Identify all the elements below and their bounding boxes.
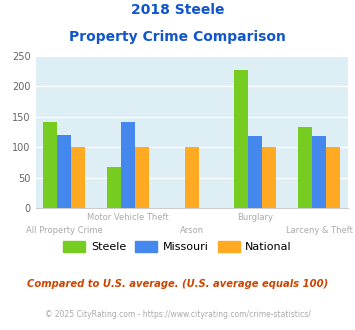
Text: Motor Vehicle Theft: Motor Vehicle Theft: [87, 213, 169, 222]
Legend: Steele, Missouri, National: Steele, Missouri, National: [59, 237, 296, 256]
Text: © 2025 CityRating.com - https://www.cityrating.com/crime-statistics/: © 2025 CityRating.com - https://www.city…: [45, 310, 310, 319]
Bar: [312, 136, 326, 208]
Text: 2018 Steele: 2018 Steele: [131, 3, 224, 17]
Text: Property Crime Comparison: Property Crime Comparison: [69, 30, 286, 44]
Text: Burglary: Burglary: [237, 213, 273, 222]
Bar: [135, 147, 149, 208]
Bar: [298, 127, 312, 208]
Bar: [57, 135, 71, 208]
Bar: [185, 147, 199, 208]
Text: All Property Crime: All Property Crime: [26, 226, 103, 235]
Bar: [326, 147, 340, 208]
Bar: [121, 122, 135, 208]
Bar: [107, 167, 121, 208]
Text: Compared to U.S. average. (U.S. average equals 100): Compared to U.S. average. (U.S. average …: [27, 279, 328, 289]
Bar: [262, 147, 277, 208]
Text: Larceny & Theft: Larceny & Theft: [286, 226, 353, 235]
Bar: [71, 147, 85, 208]
Text: Arson: Arson: [180, 226, 204, 235]
Bar: [248, 136, 262, 208]
Bar: [234, 70, 248, 208]
Bar: [43, 122, 57, 208]
